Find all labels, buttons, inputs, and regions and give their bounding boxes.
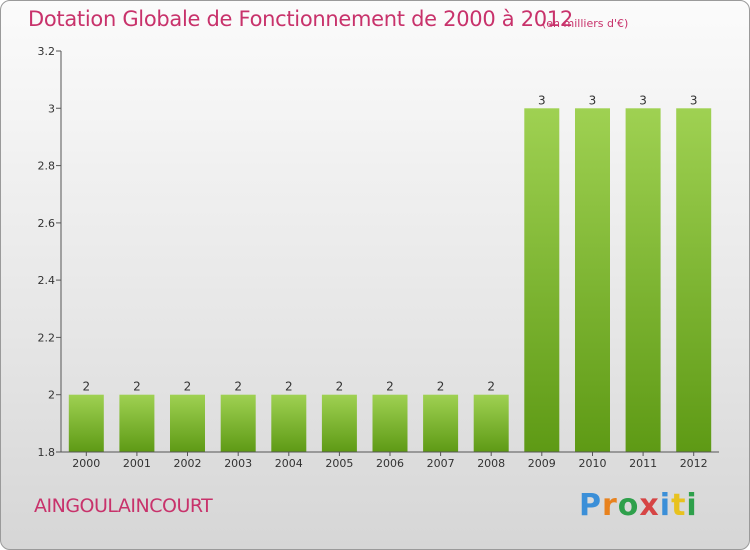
- value-label-2012: 3: [690, 93, 698, 107]
- chart-title: Dotation Globale de Fonctionnement de 20…: [28, 7, 573, 31]
- value-label-2006: 2: [386, 380, 394, 394]
- axes-layer: 2000 2001 2002 2003 2004 2005 2006 2007 2008 2009…: [38, 45, 719, 470]
- x-tick-label-2005: 2005: [325, 457, 353, 470]
- logo-letter: i: [659, 488, 672, 523]
- value-label-2003: 2: [234, 380, 242, 394]
- y-tick-label-2.4: 2.4: [38, 274, 56, 287]
- value-label-2010: 3: [589, 93, 597, 107]
- x-tick-label-2007: 2007: [427, 457, 455, 470]
- x-tick-label-2008: 2008: [477, 457, 505, 470]
- logo-letter: t: [671, 488, 687, 523]
- value-label-2002: 2: [184, 380, 192, 394]
- value-label-2001: 2: [133, 380, 141, 394]
- x-tick-label-2009: 2009: [528, 457, 556, 470]
- y-tick-label-1.8: 1.8: [38, 446, 56, 459]
- x-tick-label-2006: 2006: [376, 457, 404, 470]
- bar-2011: [625, 108, 661, 453]
- bar-2008: [473, 394, 509, 452]
- x-tick-label-2002: 2002: [174, 457, 202, 470]
- y-tick-label-2.6: 2.6: [38, 217, 56, 230]
- bar-2009: [524, 108, 560, 453]
- bar-2001: [119, 394, 155, 452]
- x-tick-label-2010: 2010: [579, 457, 607, 470]
- logo-letter: x: [639, 488, 660, 523]
- logo-letter: r: [602, 488, 618, 523]
- bar-2006: [372, 394, 408, 452]
- bar-2004: [271, 394, 307, 452]
- value-label-2000: 2: [82, 380, 90, 394]
- y-tick-label-2.8: 2.8: [38, 160, 56, 173]
- value-label-2008: 2: [487, 380, 495, 394]
- bar-2010: [575, 108, 610, 453]
- x-tick-label-2012: 2012: [680, 457, 708, 470]
- bar-2000: [68, 394, 104, 452]
- value-label-2004: 2: [285, 380, 293, 394]
- bar-2003: [220, 394, 256, 452]
- logo-letter: P: [579, 488, 602, 523]
- y-tick-label-3.2: 3.2: [38, 45, 56, 58]
- x-tick-label-2000: 2000: [72, 457, 100, 470]
- bar-2002: [170, 394, 205, 452]
- bars-layer: 2 2 2 2 2 2 2 2 2 3 3 3 3: [68, 93, 712, 453]
- bar-2012: [676, 108, 712, 453]
- proxiti-logo[interactable]: Proxiti: [579, 488, 698, 523]
- chart-unit-label: (en milliers d'€): [542, 17, 629, 30]
- logo-letter: o: [617, 488, 640, 523]
- y-tick-label-2: 2: [48, 389, 55, 402]
- value-label-2007: 2: [437, 380, 445, 394]
- y-tick-label-3: 3: [48, 102, 55, 115]
- value-label-2009: 3: [538, 93, 546, 107]
- bar-2005: [321, 394, 357, 452]
- bar-2007: [423, 394, 459, 452]
- logo-letter: i: [686, 488, 698, 523]
- value-label-2011: 3: [639, 93, 647, 107]
- x-tick-label-2011: 2011: [629, 457, 657, 470]
- x-tick-label-2001: 2001: [123, 457, 151, 470]
- value-label-2005: 2: [336, 380, 344, 394]
- x-tick-label-2004: 2004: [275, 457, 303, 470]
- y-tick-label-2.2: 2.2: [38, 331, 56, 344]
- commune-name: AINGOULAINCOURT: [34, 495, 213, 517]
- x-tick-label-2003: 2003: [224, 457, 252, 470]
